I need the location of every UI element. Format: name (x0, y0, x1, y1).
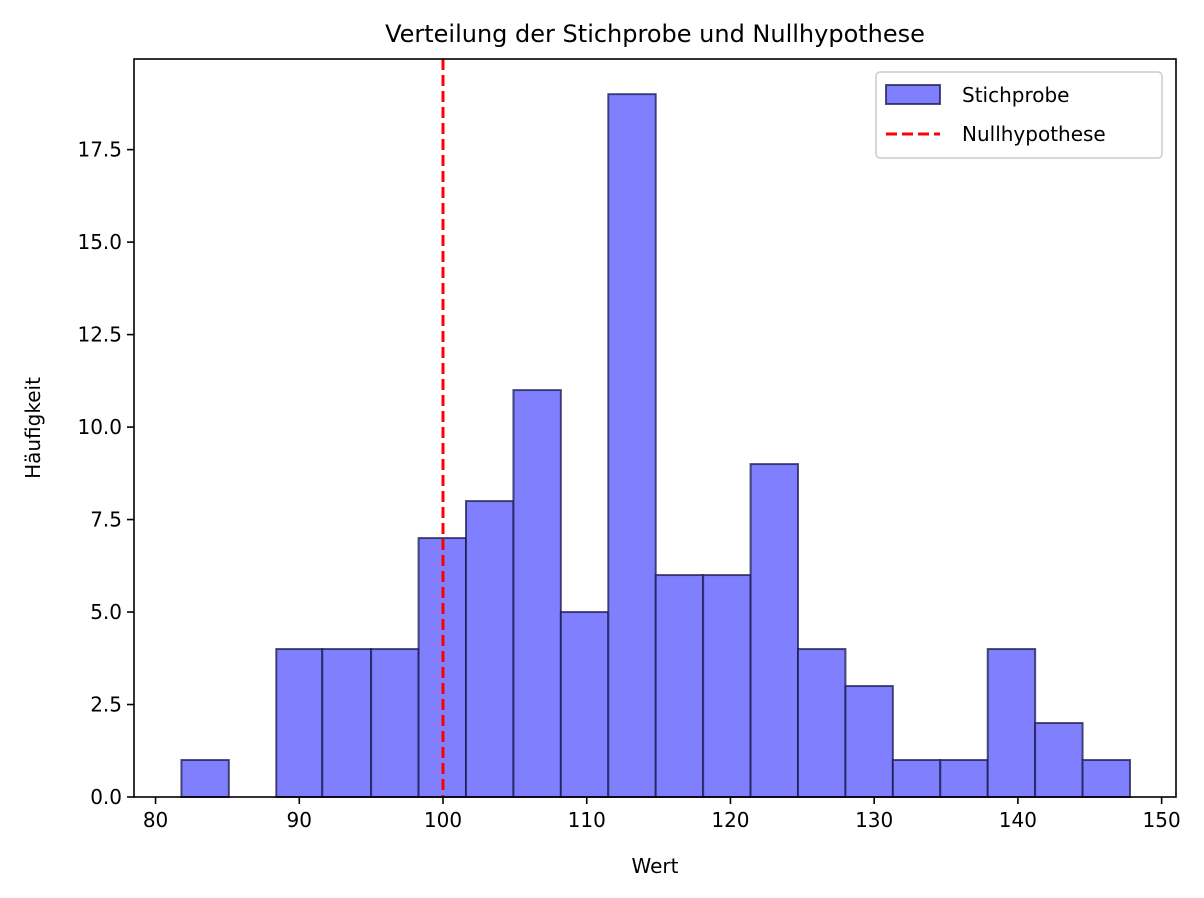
histogram-bar (797, 648, 847, 799)
histogram-bar (986, 648, 1037, 799)
histogram-bar (465, 500, 515, 798)
bars-group (180, 93, 1132, 799)
x-tick-label: 90 (287, 808, 312, 832)
x-axis-ticks: 80 90 100 110 120 130 140 150 (143, 797, 1181, 832)
histogram-bar (370, 648, 420, 799)
histogram-bar (939, 759, 989, 798)
histogram-bar (1081, 759, 1132, 798)
histogram-bar (844, 685, 894, 799)
legend-swatch-stichprobe (885, 84, 941, 105)
plot-frame (133, 58, 1177, 798)
x-axis-label: Wert (632, 854, 679, 878)
histogram-bar (891, 759, 942, 798)
histogram-bar (275, 648, 324, 799)
histogram-bar (559, 611, 610, 798)
histogram-bar (654, 574, 705, 798)
histogram-bar (607, 93, 657, 798)
legend: Stichprobe Nullhypothese (875, 71, 1163, 159)
legend-box (875, 71, 1163, 159)
x-tick-label: 80 (143, 808, 168, 832)
x-tick-label: 100 (424, 808, 462, 832)
y-tick-label: 17.5 (77, 138, 122, 162)
histogram-bar (749, 463, 800, 798)
x-tick-label: 130 (855, 808, 893, 832)
legend-label-stichprobe: Stichprobe (962, 83, 1069, 107)
y-tick-label: 7.5 (90, 508, 122, 532)
x-tick-label: 110 (568, 808, 606, 832)
histogram-bar (321, 648, 373, 799)
histogram-bar (1034, 722, 1084, 798)
histogram-bar (180, 759, 230, 798)
x-tick-label: 140 (999, 808, 1037, 832)
y-tick-label: 2.5 (90, 693, 122, 717)
y-axis-label: Häufigkeit (21, 377, 45, 479)
x-tick-label: 150 (1143, 808, 1181, 832)
x-tick-label: 120 (711, 808, 749, 832)
y-tick-label: 0.0 (90, 785, 122, 809)
chart-title: Verteilung der Stichprobe und Nullhypoth… (385, 20, 925, 48)
y-tick-label: 10.0 (77, 415, 122, 439)
y-tick-label: 12.5 (77, 323, 122, 347)
y-tick-label: 15.0 (77, 230, 122, 254)
legend-label-nullhypothese: Nullhypothese (962, 122, 1106, 146)
y-axis-ticks: 0.0 2.5 5.0 7.5 10.0 12.5 15.0 17.5 (77, 138, 134, 809)
histogram-bar (512, 389, 562, 798)
histogram-bar (702, 574, 752, 798)
y-tick-label: 5.0 (90, 600, 122, 624)
